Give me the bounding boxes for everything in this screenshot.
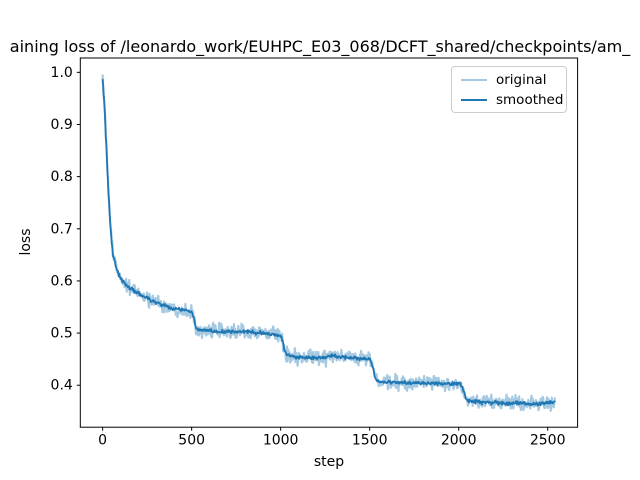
legend-item-smoothed: smoothed bbox=[452, 92, 566, 108]
x-tick-label: 500 bbox=[178, 433, 205, 449]
legend-item-original: original bbox=[452, 72, 566, 88]
legend-label: smoothed bbox=[496, 91, 564, 108]
y-tick-label: 0.9 bbox=[51, 117, 73, 133]
y-tick-label: 0.7 bbox=[51, 221, 73, 237]
x-tick-label: 2500 bbox=[530, 433, 566, 449]
y-tick-label: 0.6 bbox=[51, 273, 73, 289]
smoothed-line bbox=[101, 79, 556, 407]
y-tick-label: 0.5 bbox=[51, 326, 73, 342]
x-tick-label: 0 bbox=[98, 433, 107, 449]
x-axis-label: step bbox=[314, 454, 344, 470]
x-tick-label: 2000 bbox=[441, 433, 477, 449]
chart-title: aining loss of /leonardo_work/EUHPC_E03_… bbox=[9, 37, 631, 56]
x-tick-label: 1500 bbox=[352, 433, 388, 449]
original-line bbox=[101, 74, 557, 412]
y-axis-label: loss bbox=[18, 228, 34, 255]
y-tick-label: 1.0 bbox=[51, 65, 73, 81]
y-axis-ticks: 0.4 0.5 0.6 0.7 0.8 0.9 1.0 bbox=[51, 65, 81, 394]
x-axis-ticks: 0 500 1000 1500 2000 2500 bbox=[98, 427, 566, 449]
original-line-swatch bbox=[461, 78, 487, 81]
y-tick-label: 0.8 bbox=[51, 169, 73, 185]
legend: original smoothed bbox=[451, 66, 567, 113]
smoothed-line-swatch bbox=[461, 98, 487, 101]
y-tick-label: 0.4 bbox=[51, 378, 73, 394]
plot-area bbox=[101, 74, 557, 412]
axes-border bbox=[79, 57, 579, 428]
x-tick-label: 1000 bbox=[263, 433, 299, 449]
legend-label: original bbox=[496, 71, 547, 88]
